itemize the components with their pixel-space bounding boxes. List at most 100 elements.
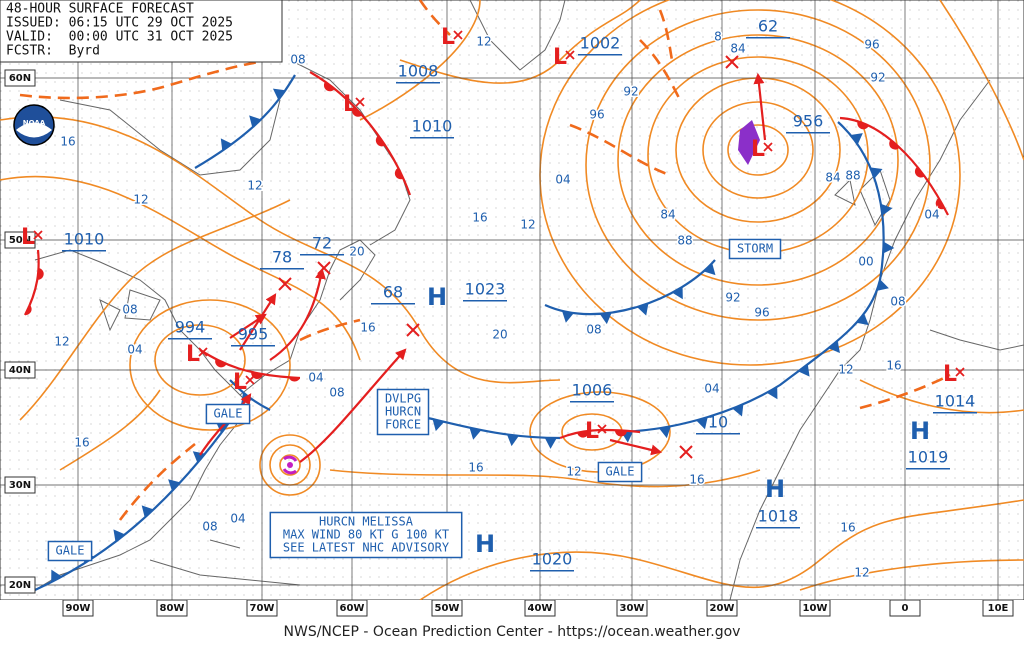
isobar-label: 12 — [54, 335, 69, 349]
pressure-label: 1018 — [758, 507, 799, 526]
isobar-label: 12 — [854, 566, 869, 580]
front-symbol — [37, 267, 44, 280]
lon-label-box — [982, 599, 1014, 617]
pressure-underline — [463, 300, 507, 302]
pressure-underline — [570, 401, 614, 403]
pressure-label: 68 — [383, 283, 403, 302]
forecast-cross — [278, 277, 292, 291]
front-symbol — [352, 106, 363, 117]
front-symbol — [889, 139, 900, 150]
front-symbol — [856, 313, 869, 326]
isobar-label: 08 — [290, 53, 305, 67]
pressure-label: 1020 — [532, 550, 573, 569]
lon-label: 80W — [160, 603, 185, 614]
high-symbol: H — [475, 530, 495, 558]
box-line: STORM — [737, 242, 773, 256]
lon-label: 40W — [528, 603, 553, 614]
front-symbol — [375, 135, 386, 147]
pressure-label: 10 — [708, 413, 728, 432]
pressure-underline — [231, 345, 275, 347]
isobar-label: 16 — [468, 461, 483, 475]
front-symbol — [914, 166, 925, 178]
lon-label: 0 — [902, 603, 909, 614]
low-cross — [565, 50, 575, 60]
isobar-label: 84 — [730, 42, 745, 56]
lon-label-box — [799, 599, 831, 617]
front-symbol — [561, 310, 574, 323]
front-symbol — [25, 304, 32, 316]
label-box — [205, 403, 251, 425]
pressure-underline — [696, 433, 740, 435]
isobar-label: 84 — [825, 171, 840, 185]
isobar-label: 16 — [360, 321, 375, 335]
header-line: 48-HOUR SURFACE FORECAST — [6, 2, 194, 17]
box-line: GALE — [56, 544, 85, 558]
header-line: FCSTR: Byrd — [6, 44, 100, 59]
low-symbol: L — [343, 92, 357, 117]
front-symbol — [614, 430, 627, 437]
label-box — [376, 388, 430, 436]
front-symbol — [323, 81, 335, 92]
isobar-label: 96 — [589, 108, 604, 122]
header-box — [0, 0, 283, 63]
lat-label: 60N — [9, 73, 31, 84]
high-symbol: H — [765, 475, 785, 503]
front-symbol — [192, 451, 206, 463]
low-symbol: L — [186, 342, 200, 367]
front-symbol — [599, 312, 612, 325]
front-symbol — [876, 279, 889, 291]
front-symbol — [659, 426, 671, 439]
pressure-label: 1010 — [64, 230, 105, 249]
pressure-label: 62 — [758, 17, 778, 36]
front-symbol — [251, 371, 264, 379]
forecast-positions — [278, 55, 739, 459]
lon-label-box — [431, 599, 463, 617]
isobar-label: 04 — [704, 382, 719, 396]
pressure-label: 78 — [272, 248, 292, 267]
pressure-label: 956 — [793, 112, 824, 131]
front-symbol — [51, 569, 62, 583]
high-symbol: H — [427, 283, 447, 311]
lat-label-box — [4, 576, 36, 594]
coastlines — [34, 0, 1024, 601]
low-symbol: L — [585, 419, 599, 444]
low-symbol: L — [441, 25, 455, 50]
lon-label-box — [616, 599, 648, 617]
pressure-underline — [906, 468, 950, 470]
lat-label-box — [4, 361, 36, 379]
lon-label-box — [62, 599, 94, 617]
low-cross — [763, 142, 773, 152]
pressure-underline — [746, 37, 790, 39]
front-symbol — [850, 133, 863, 145]
lat-label-box — [4, 69, 36, 87]
isobar-label: 08 — [586, 323, 601, 337]
pressure-underline — [410, 137, 454, 139]
troughs — [19, 0, 951, 521]
pressure-underline — [62, 250, 106, 252]
isobar-label: 84 — [660, 208, 675, 222]
box-line: HURCN MELISSA — [319, 515, 414, 529]
isobar-label: 12 — [133, 193, 148, 207]
hurricane-symbol — [282, 455, 298, 475]
isobar-label: 16 — [60, 135, 75, 149]
front-symbol — [696, 417, 708, 430]
pressure-label: 1019 — [908, 448, 949, 467]
low-symbol: L — [233, 370, 247, 395]
pressure-label: 1023 — [465, 280, 506, 299]
labels: 60N50N40N30N20NLLLLLLLLLHHHH100810101002… — [4, 17, 977, 618]
cold-front — [194, 74, 296, 169]
box-line: FORCE — [385, 418, 421, 432]
front-symbol — [857, 121, 869, 130]
front-symbol — [935, 198, 945, 210]
pressure-label: 994 — [175, 318, 206, 337]
forecast-cross — [317, 261, 331, 275]
isobar-label: 00 — [858, 255, 873, 269]
pressure-underline — [371, 303, 415, 305]
lon-label-box — [336, 599, 368, 617]
lat-label-box — [4, 231, 36, 249]
isobar-label: 16 — [472, 211, 487, 225]
box-line: HURCN — [385, 405, 421, 419]
front-symbol — [883, 241, 895, 254]
